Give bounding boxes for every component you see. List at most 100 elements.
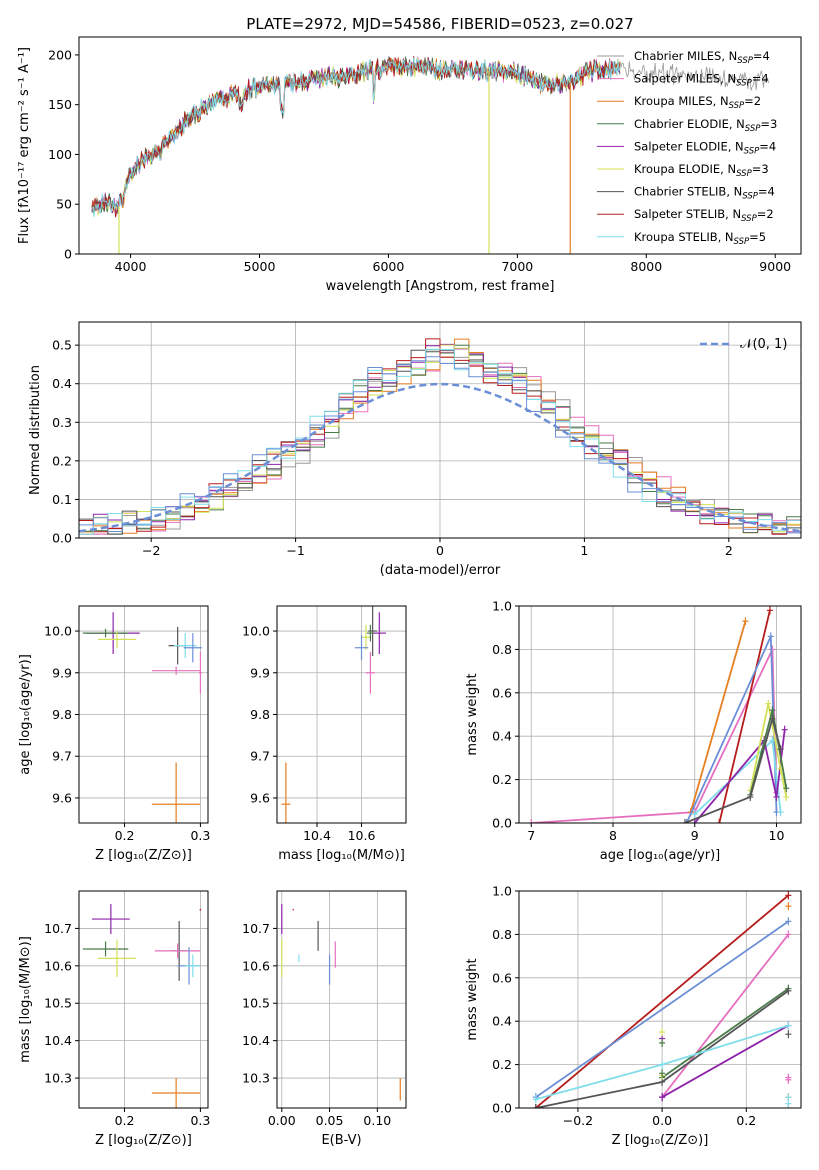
legend-label: Kroupa STELIB, NSSP=5 [634, 230, 766, 247]
y-axis-label: age [log₁₀(age/yr)] [18, 654, 33, 775]
x-tick-label: 0.0 [652, 1113, 672, 1128]
spectrum-line-kroupa-stelib [91, 57, 621, 218]
axes-frame [78, 36, 802, 255]
weight-line [749, 703, 788, 798]
weight-line [718, 610, 771, 823]
mass-vs-Z-plot: 0.2 0.3 10.3 10.4 10.5 10.6 10.7 Z [log₁₀(Z/Z⊙)… [18, 890, 210, 1148]
errorbar-point [97, 939, 136, 978]
errorbar-point [367, 624, 374, 642]
y-tick-label: 0.2 [492, 772, 512, 787]
legend-label: Salpeter ELODIE, NSSP=4 [634, 139, 776, 156]
y-axis-label: Normed distribution [28, 365, 43, 495]
y-axis-label: mass weight [465, 958, 480, 1040]
y-tick-label: 0.4 [52, 376, 72, 391]
y-tick-label: 0.1 [52, 492, 72, 507]
y-tick-label: 10.3 [242, 1071, 270, 1086]
errorbar-point [97, 631, 136, 648]
y-tick-label: 0.8 [492, 642, 512, 657]
plot-area [82, 612, 202, 823]
legend-label: Chabrier ELODIE, NSSP=3 [634, 117, 777, 134]
errorbar-point [91, 904, 130, 935]
y-tick-label: 10.6 [44, 958, 72, 973]
y-tick-label: 0.6 [492, 970, 512, 985]
x-tick-label: 0.00 [268, 1113, 296, 1128]
y-tick-label: 200 [48, 47, 72, 62]
weight-series [659, 930, 792, 1102]
x-tick-label: 6000 [373, 259, 405, 274]
plot-area [281, 904, 401, 1101]
weight-series [681, 714, 784, 823]
weight-series [716, 606, 773, 823]
errorbar-point [82, 941, 129, 957]
figure-title: PLATE=2972, MJD=54586, FIBERID=0523, z=0… [246, 15, 633, 33]
x-tick-label: 0 [436, 543, 444, 558]
x-tick-label: 7 [527, 828, 535, 843]
y-tick-label: 0.2 [492, 1057, 512, 1072]
errorbar-point [183, 633, 202, 663]
errorbar-point [198, 651, 202, 694]
spectrum-legend: Chabrier MILES, NSSP=4 Salpeter MILES, NS… [597, 49, 777, 247]
plot-area [82, 904, 202, 1108]
plot-area [281, 606, 386, 823]
errorbar-point [154, 943, 201, 959]
y-tick-label: 150 [48, 97, 72, 112]
y-tick-label: 9.6 [250, 790, 270, 805]
plot-area [91, 55, 769, 254]
x-axis-label: age [log₁₀(age/yr)] [600, 848, 721, 863]
y-tick-label: 0.6 [492, 685, 512, 700]
weight-line [684, 715, 782, 823]
y-tick-label: 10.7 [242, 921, 270, 936]
x-tick-label: 0.2 [115, 1113, 135, 1128]
y-tick-label: 1.0 [492, 599, 512, 614]
x-tick-label: 0.3 [190, 828, 210, 843]
x-tick-label: 1 [580, 543, 588, 558]
x-tick-label: 9 [691, 828, 699, 843]
errorbar-point [185, 954, 201, 978]
weight-line [535, 920, 789, 1098]
y-tick-label: 9.7 [52, 749, 72, 764]
x-tick-label: 2 [725, 543, 733, 558]
x-tick-label: 9000 [759, 259, 791, 274]
residual-hist-plot: −2 −1 0 1 2 0.0 0.1 0.2 0.3 0.4 0.5 (data-model)/er… [28, 321, 802, 578]
weight-series [532, 1021, 792, 1104]
legend-label: Kroupa MILES, NSSP=2 [634, 94, 761, 111]
y-axis-label: mass weight [465, 673, 480, 755]
weight-series [683, 632, 780, 823]
x-axis-label: mass [log₁₀(M/M⊙)] [278, 848, 405, 863]
weight-series [659, 984, 792, 1082]
y-tick-label: 10.5 [44, 996, 72, 1011]
axes-frame [518, 605, 802, 824]
y-tick-label: 0.0 [52, 531, 72, 546]
spectrum-line-chabrier-stelib [91, 55, 621, 212]
y-tick-label: 0.0 [492, 816, 512, 831]
legend-label: Salpeter MILES, NSSP=4 [634, 72, 769, 89]
legend-label: Salpeter STELIB, NSSP=2 [634, 207, 774, 224]
x-tick-label: −1 [286, 543, 304, 558]
y-tick-label: 0.4 [492, 729, 512, 744]
y-tick-label: 1.0 [492, 884, 512, 899]
spectrum-plot: 4000 5000 6000 7000 8000 9000 0 50 100 150 200 wave… [17, 36, 802, 294]
weight-markers [785, 1073, 792, 1084]
y-tick-label: 100 [48, 147, 72, 162]
mass-vs-EBV-plot: 0.00 0.05 0.10 10.3 10.4 10.5 10.6 10.7 E(B-V) [242, 890, 407, 1148]
x-tick-label: 8 [609, 828, 617, 843]
errorbar-point [151, 1078, 201, 1108]
weight-line [661, 1024, 789, 1098]
y-tick-label: 10.4 [44, 1033, 72, 1048]
y-tick-label: 0.4 [492, 1014, 512, 1029]
legend-label: Kroupa ELODIE, NSSP=3 [634, 162, 769, 179]
axes-frame [276, 890, 407, 1109]
x-tick-label: −0.2 [563, 1113, 593, 1128]
errorbar-point [361, 624, 371, 650]
x-tick-label: 0.05 [316, 1113, 344, 1128]
weight-vs-Z-plot: −0.2 0.0 0.2 0.0 0.2 0.4 0.6 0.8 1.0 Z [log₁₀(Z/Z… [465, 884, 802, 1148]
age-vs-mass-plot: 10.4 10.6 9.6 9.7 9.8 9.9 10.0 mass [log₁₀(M/M⊙… [242, 605, 407, 863]
axes-frame [78, 890, 209, 1109]
y-tick-label: 0.3 [52, 415, 72, 430]
errorbar-point [354, 635, 369, 661]
y-tick-label: 0.2 [52, 453, 72, 468]
weight-line [689, 620, 747, 813]
x-tick-label: 5000 [244, 259, 276, 274]
x-tick-label: 8000 [630, 259, 662, 274]
